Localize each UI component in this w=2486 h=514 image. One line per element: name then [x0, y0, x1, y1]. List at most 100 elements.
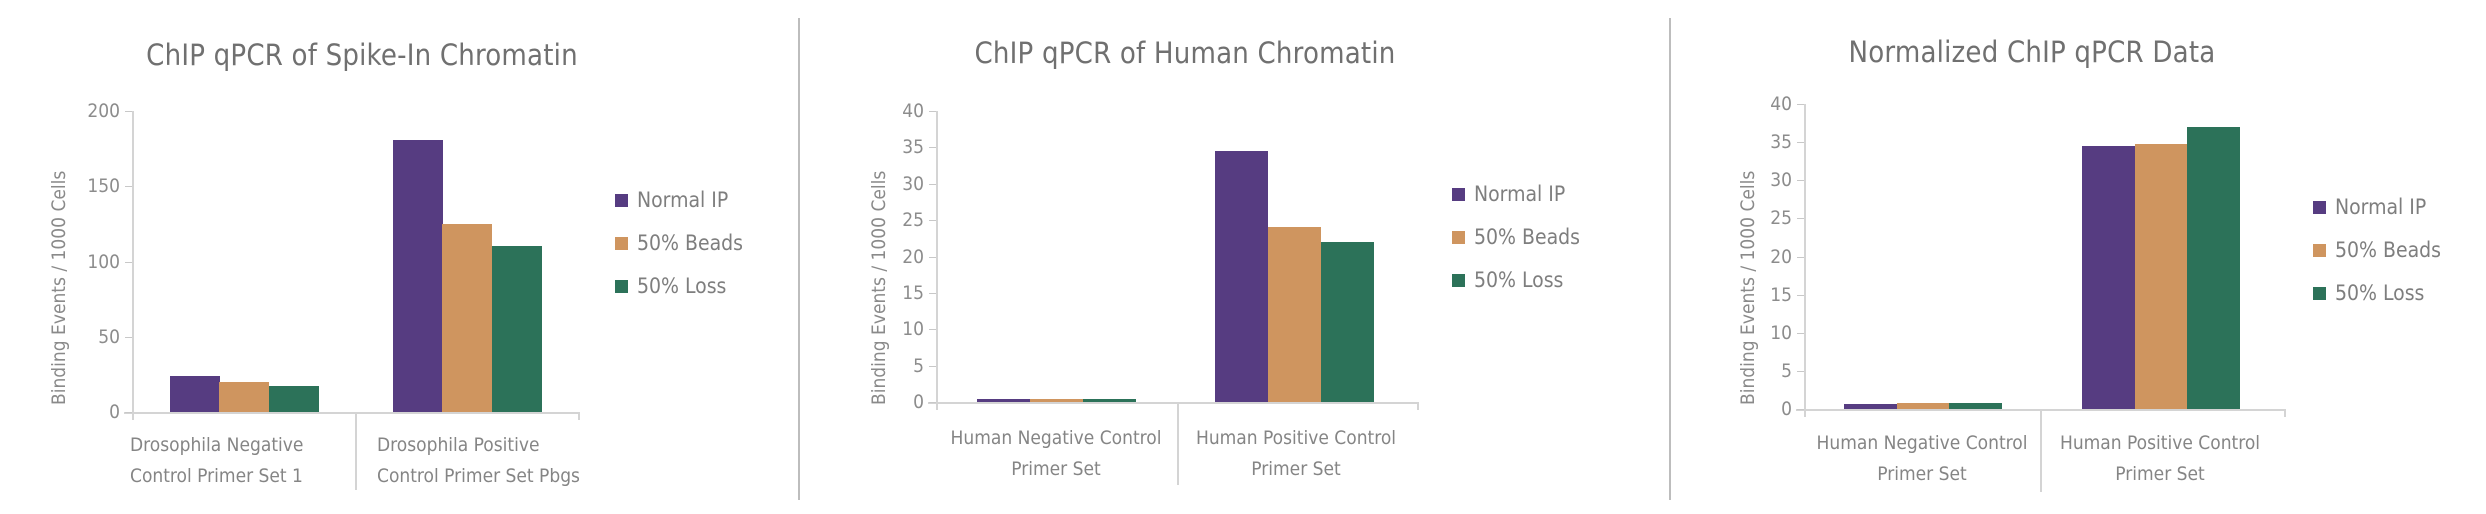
x-category-label: Drosophila Positive Control Primer Set Pb… — [377, 430, 580, 492]
x-category-divider — [1177, 402, 1179, 485]
y-tick-label: 40 — [1770, 93, 1792, 115]
legend-item[interactable]: 50% Loss — [1452, 268, 1563, 292]
chart-title: ChIP qPCR of Spike-In Chromatin — [146, 38, 578, 72]
y-tick — [929, 257, 936, 258]
x-axis-end-tick — [578, 412, 580, 420]
legend-label: 50% Beads — [2335, 238, 2441, 262]
x-axis-start-tick — [132, 412, 134, 420]
legend-label: Normal IP — [2335, 195, 2427, 219]
x-category-label-line: Human Positive Control — [2059, 432, 2261, 454]
bar-50-loss[interactable] — [1321, 241, 1374, 402]
legend-item[interactable]: Normal IP — [1452, 182, 1565, 206]
y-tick-label: 5 — [913, 354, 924, 377]
legend-item[interactable]: 50% Loss — [615, 274, 726, 298]
y-tick-label: 20 — [902, 245, 924, 268]
y-axis — [132, 111, 134, 413]
x-category-label-line: Control Primer Set 1 — [130, 465, 303, 487]
bar-normal-ip[interactable] — [170, 375, 220, 412]
legend-item[interactable]: Normal IP — [615, 188, 728, 212]
x-category-label-line: Control Primer Set Pbgs — [377, 465, 580, 487]
legend-label: 50% Beads — [637, 231, 743, 255]
y-tick — [929, 402, 936, 403]
y-tick — [1797, 371, 1804, 372]
legend-label: 50% Loss — [2335, 281, 2425, 305]
y-tick-label: 150 — [87, 175, 120, 198]
y-tick — [1797, 180, 1804, 181]
legend-swatch-icon — [615, 236, 628, 250]
x-category-label-line: Human Negative Control — [1816, 432, 2028, 454]
bar-50-beads[interactable] — [219, 381, 270, 412]
bar-50-loss[interactable] — [1083, 399, 1136, 402]
y-tick-label: 0 — [109, 401, 120, 423]
y-tick — [929, 220, 936, 221]
y-tick-label: 200 — [87, 100, 120, 122]
x-axis-start-tick — [936, 402, 938, 410]
x-category-label: Human Negative Control Primer Set — [1817, 428, 2028, 490]
x-category-label-line: Primer Set — [1011, 458, 1101, 480]
y-tick — [1797, 295, 1804, 296]
legend-swatch-icon — [2313, 286, 2326, 300]
chart-human-chromatin: ChIP qPCR of Human Chromatin Binding Eve… — [868, 36, 1580, 485]
y-tick — [125, 111, 132, 112]
bar-50-beads[interactable] — [1896, 402, 1950, 409]
y-tick — [929, 184, 936, 185]
y-tick — [125, 412, 132, 413]
legend-item[interactable]: Normal IP — [2313, 195, 2426, 219]
legend-label: Normal IP — [637, 188, 729, 212]
y-tick — [1797, 333, 1804, 334]
y-tick — [929, 147, 936, 148]
y-tick — [929, 293, 936, 294]
bar-normal-ip[interactable] — [393, 139, 443, 412]
y-tick — [1797, 218, 1804, 219]
y-axis — [936, 111, 938, 403]
legend-item[interactable]: 50% Loss — [2313, 281, 2424, 305]
legend-item[interactable]: 50% Beads — [1452, 225, 1580, 249]
x-axis — [928, 402, 1417, 404]
y-tick — [929, 366, 936, 367]
bar-normal-ip[interactable] — [1215, 151, 1268, 402]
y-axis — [1804, 104, 1806, 410]
legend-label: 50% Loss — [1474, 268, 1564, 292]
x-category-label-line: Primer Set — [1877, 463, 1967, 485]
chart-title: Normalized ChIP qPCR Data — [1848, 35, 2216, 69]
bar-normal-ip[interactable] — [1844, 404, 1897, 409]
y-tick — [1797, 104, 1804, 105]
x-axis — [124, 412, 578, 414]
legend-item[interactable]: 50% Beads — [2313, 238, 2441, 262]
x-category-divider — [2040, 409, 2042, 492]
panel-divider-2 — [1669, 18, 1671, 500]
y-tick — [125, 262, 132, 263]
legend-swatch-icon — [1452, 187, 1465, 201]
bar-50-beads[interactable] — [1268, 227, 1321, 402]
bar-50-loss[interactable] — [1949, 402, 2002, 409]
bar-normal-ip[interactable] — [977, 399, 1030, 402]
legend-swatch-icon — [615, 193, 628, 207]
x-category-label: Human Positive Control Primer Set — [2060, 428, 2260, 490]
legend-item[interactable]: 50% Beads — [615, 231, 743, 255]
x-axis-end-tick — [2284, 409, 2286, 417]
bar-normal-ip[interactable] — [2082, 145, 2135, 409]
x-category-label-line: Human Positive Control — [1195, 427, 1397, 449]
x-category-label: Human Positive Control Primer Set — [1196, 423, 1396, 485]
y-tick-label: 50 — [98, 325, 120, 348]
y-tick-label: 30 — [1770, 169, 1792, 192]
bar-50-loss[interactable] — [2187, 126, 2240, 409]
bar-50-beads[interactable] — [442, 223, 493, 412]
legend-swatch-icon — [615, 279, 628, 293]
y-tick — [1797, 257, 1804, 258]
x-category-label: Human Negative Control Primer Set — [951, 423, 1162, 485]
x-category-label-line: Drosophila Negative — [130, 434, 304, 456]
y-tick-label: 10 — [902, 318, 924, 341]
chart-spike-in-chromatin: ChIP qPCR of Spike-In Chromatin Binding … — [0, 0, 798, 514]
legend-swatch-icon — [2313, 200, 2326, 214]
bar-50-loss[interactable] — [268, 386, 319, 412]
bar-50-beads[interactable] — [1030, 399, 1083, 402]
y-tick — [1797, 142, 1804, 143]
y-tick-label: 15 — [902, 281, 924, 304]
legend-swatch-icon — [1452, 230, 1465, 244]
bar-50-loss[interactable] — [491, 246, 542, 412]
legend-label: Normal IP — [1474, 182, 1566, 206]
bar-50-beads[interactable] — [2134, 143, 2188, 409]
y-tick-label: 10 — [1770, 321, 1792, 344]
y-tick — [929, 111, 936, 112]
